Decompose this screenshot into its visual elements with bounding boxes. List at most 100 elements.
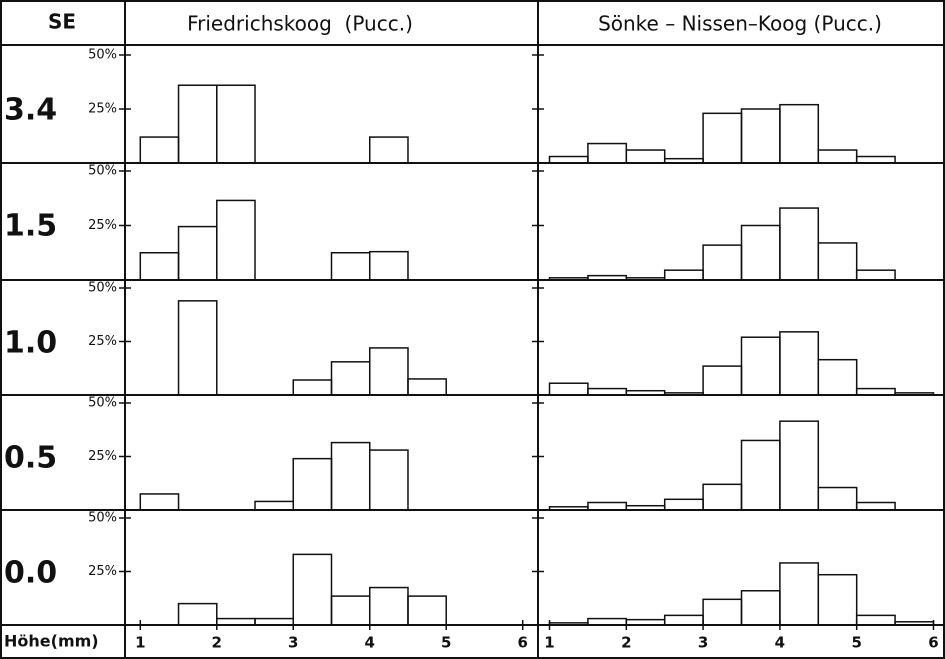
y-tick-label: 50% — [88, 511, 117, 526]
bar — [625, 389, 666, 396]
x-tick-label: 3 — [698, 634, 708, 652]
bar — [177, 84, 218, 164]
bar — [817, 242, 858, 281]
bar — [177, 602, 218, 626]
bar — [368, 449, 409, 511]
bar — [368, 347, 409, 396]
bar — [702, 244, 743, 281]
bar — [139, 252, 180, 281]
bar — [368, 136, 409, 164]
bar — [292, 457, 333, 511]
x-tick-label: 5 — [851, 634, 861, 652]
bar — [702, 112, 743, 164]
bar — [855, 501, 896, 511]
bar — [663, 498, 704, 511]
bar — [548, 277, 589, 281]
bar — [779, 420, 820, 511]
corner-label: SE — [48, 10, 76, 34]
bar — [330, 441, 371, 511]
y-tick-label: 50% — [88, 281, 117, 296]
y-tick-label: 50% — [88, 396, 117, 411]
bar — [663, 392, 704, 396]
x-tick-label: 4 — [775, 634, 785, 652]
bar — [625, 504, 666, 511]
bar — [177, 300, 218, 396]
bar — [139, 493, 180, 511]
y-tick-label: 50% — [88, 48, 117, 63]
row-label: 1.0 — [4, 326, 57, 361]
bar — [548, 506, 589, 511]
bar — [779, 562, 820, 626]
x-tick-label: 6 — [928, 634, 938, 652]
x-tick-label: 2 — [212, 634, 222, 652]
bar — [779, 207, 820, 281]
bar — [663, 269, 704, 281]
bar — [330, 361, 371, 396]
bar — [817, 573, 858, 626]
bar — [625, 149, 666, 164]
bar — [740, 108, 781, 164]
bar — [330, 252, 371, 281]
bar — [702, 365, 743, 396]
row-label: 1.5 — [4, 209, 57, 244]
bar — [702, 598, 743, 626]
bar — [587, 142, 628, 164]
bar — [407, 595, 447, 626]
bar — [817, 486, 858, 511]
bar — [663, 614, 704, 626]
x-tick-label: 1 — [544, 634, 554, 652]
row-label: 0.5 — [4, 441, 57, 476]
y-tick-label: 25% — [88, 449, 117, 464]
bar — [368, 586, 409, 626]
x-tick-label: 1 — [135, 634, 145, 652]
bar — [548, 622, 589, 626]
x-tick-label: 5 — [441, 634, 451, 652]
bar — [587, 274, 628, 281]
x-axis-label: Höhe(mm) — [4, 632, 99, 651]
bar — [855, 387, 896, 396]
bar — [817, 149, 858, 164]
bar — [548, 382, 589, 396]
bar — [817, 358, 858, 396]
x-tick-label: 6 — [517, 634, 527, 652]
bar — [625, 277, 666, 281]
bar — [368, 250, 409, 281]
bar — [587, 501, 628, 511]
bar — [779, 331, 820, 396]
bar — [779, 103, 820, 164]
bar — [894, 392, 935, 396]
y-tick-label: 50% — [88, 164, 117, 179]
y-tick-label: 25% — [88, 218, 117, 233]
bar — [407, 378, 447, 396]
row-label: 0.0 — [4, 556, 57, 591]
x-tick-label: 4 — [365, 634, 375, 652]
bar — [740, 590, 781, 626]
bar — [740, 224, 781, 281]
bar — [855, 269, 896, 281]
bar — [855, 155, 896, 164]
bar — [330, 595, 371, 626]
bar — [702, 483, 743, 511]
x-tick-label: 2 — [621, 634, 631, 652]
bar — [740, 336, 781, 396]
row-label: 3.4 — [4, 93, 57, 128]
bar — [663, 157, 704, 164]
bar — [292, 379, 333, 396]
bar — [855, 614, 896, 626]
bar — [894, 621, 935, 626]
column-title: Sönke – Nissen–Koog (Pucc.) — [598, 12, 882, 36]
bar — [216, 84, 256, 164]
y-tick-label: 25% — [88, 102, 117, 117]
column-title: Friedrichskoog (Pucc.) — [187, 12, 413, 36]
bar — [216, 199, 256, 281]
y-tick-label: 25% — [88, 334, 117, 349]
bar — [254, 500, 295, 511]
x-tick-label: 3 — [288, 634, 298, 652]
bar — [177, 225, 218, 281]
y-tick-label: 25% — [88, 564, 117, 579]
bar — [139, 136, 180, 164]
bar — [740, 439, 781, 511]
bar — [292, 553, 333, 626]
